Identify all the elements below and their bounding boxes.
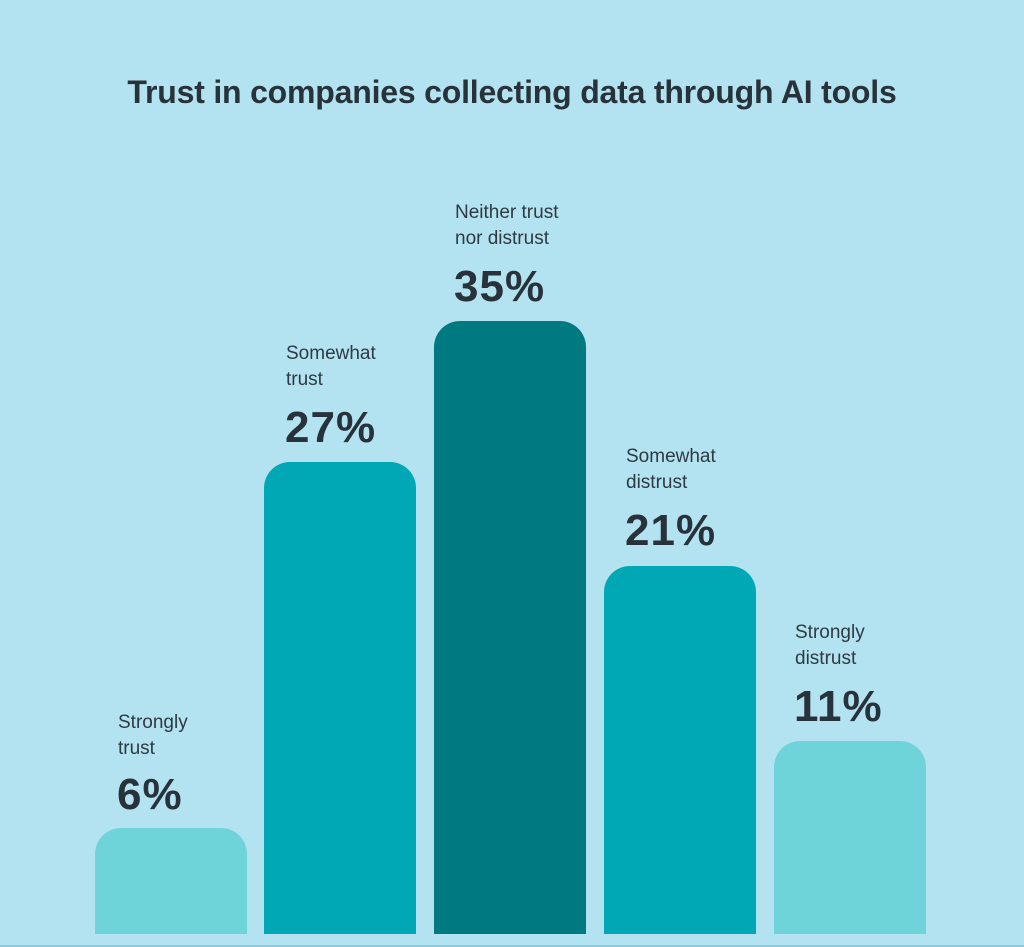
label-line: distrust — [626, 472, 688, 493]
label-line: trust — [118, 738, 155, 759]
chart-title: Trust in companies collecting data throu… — [127, 74, 897, 110]
bar-category-label: Somewhat distrust — [626, 444, 806, 496]
bar-somewhat-distrust — [604, 566, 756, 934]
bar-value-label: 27% — [285, 403, 377, 452]
label-line: Strongly — [795, 622, 865, 643]
bar-strongly-distrust — [774, 741, 926, 934]
bar-category-label: Strongly trust — [118, 710, 298, 762]
bar-category-label: Strongly distrust — [795, 620, 975, 672]
bar-strongly-trust — [95, 828, 247, 934]
bar-category-label: Neither trust nor distrust — [455, 200, 635, 252]
bar-value-label: 11% — [794, 682, 883, 731]
label-line: Strongly — [118, 712, 188, 733]
bar-neither-trust-nor-distrust — [434, 321, 586, 934]
bottom-divider — [0, 945, 1024, 947]
label-line: Somewhat — [286, 343, 376, 364]
label-line: distrust — [795, 648, 857, 669]
bar-value-label: 21% — [625, 506, 717, 555]
bar-category-label: Somewhat trust — [286, 341, 466, 393]
bar-value-label: 6% — [117, 770, 183, 819]
label-line: trust — [286, 369, 323, 390]
label-line: Somewhat — [626, 446, 716, 467]
bar-somewhat-trust — [264, 462, 416, 934]
label-line: Neither trust — [455, 202, 559, 223]
bar-value-label: 35% — [454, 262, 546, 311]
label-line: nor distrust — [455, 228, 549, 249]
